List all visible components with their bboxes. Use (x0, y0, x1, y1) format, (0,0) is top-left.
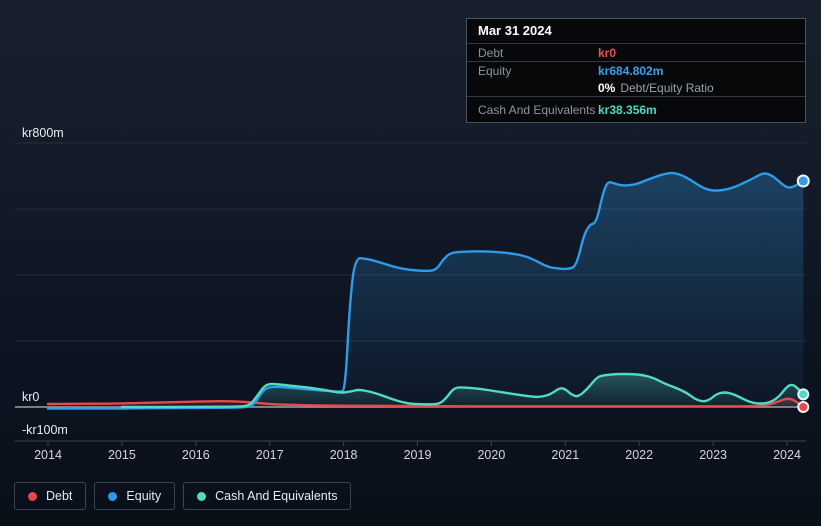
cash-dot-icon (197, 491, 207, 501)
series-area-cash (121, 374, 804, 407)
series-area-equity (48, 173, 804, 409)
x-tick-label: 2021 (551, 448, 579, 462)
chart-tooltip: Mar 31 2024 Debt kr0 Equity kr684.802m 0… (466, 18, 806, 123)
x-tick-label: 2022 (625, 448, 653, 462)
end-marker-cash (797, 388, 810, 401)
end-marker-debt (797, 401, 810, 413)
legend-label-equity: Equity (126, 489, 162, 503)
tooltip-row-cash: Cash And Equivalents kr38.356m (467, 97, 805, 122)
legend-label-cash: Cash And Equivalents (215, 489, 338, 503)
series-line-equity (46, 171, 805, 410)
series-line-debt (46, 397, 805, 409)
end-marker-equity (796, 174, 810, 188)
tooltip-cash-label: Cash And Equivalents (478, 102, 596, 117)
tooltip-divider (467, 43, 805, 44)
tooltip-row-equity: Equity kr684.802m (467, 62, 805, 79)
x-tick-label: 2015 (108, 448, 136, 462)
x-tick-label: 2017 (256, 448, 284, 462)
chart-legend: Debt Equity Cash And Equivalents (14, 482, 352, 510)
x-tick-label: 2019 (404, 448, 432, 462)
x-tick-label: 2018 (330, 448, 358, 462)
legend-label-debt: Debt (46, 489, 73, 503)
tooltip-divider (467, 61, 805, 62)
tooltip-equity-label: Equity (478, 63, 512, 78)
tooltip-ratio-value: 0% (598, 80, 616, 95)
tooltip-debt-label: Debt (478, 45, 504, 60)
x-tick-label: 2014 (34, 448, 62, 462)
legend-item-cash[interactable]: Cash And Equivalents (183, 482, 352, 510)
tooltip-row-debt: Debt kr0 (467, 44, 805, 61)
debt-dot-icon (28, 491, 37, 501)
tooltip-date: Mar 31 2024 (478, 23, 552, 38)
tooltip-equity-value: kr684.802m (598, 63, 664, 78)
series-area-debt (48, 398, 804, 407)
tooltip-divider (467, 96, 805, 97)
tooltip-cash-value: kr38.356m (598, 102, 657, 117)
x-tick-label: 2020 (477, 448, 505, 462)
y-axis-label: kr0 (22, 390, 39, 404)
equity-dot-icon (108, 491, 118, 501)
y-axis-label: kr800m (22, 126, 64, 140)
tooltip-row-ratio: 0% Debt/Equity Ratio (467, 79, 805, 96)
x-tick-label: 2016 (182, 448, 210, 462)
x-tick-label: 2023 (699, 448, 727, 462)
tooltip-debt-value: kr0 (598, 45, 617, 60)
legend-item-equity[interactable]: Equity (94, 482, 176, 510)
tooltip-ratio-label: Debt/Equity Ratio (620, 80, 714, 95)
y-axis-label: -kr100m (22, 423, 68, 437)
x-tick-label: 2024 (773, 448, 801, 462)
legend-item-debt[interactable]: Debt (14, 482, 87, 510)
series-line-cash (120, 372, 805, 409)
